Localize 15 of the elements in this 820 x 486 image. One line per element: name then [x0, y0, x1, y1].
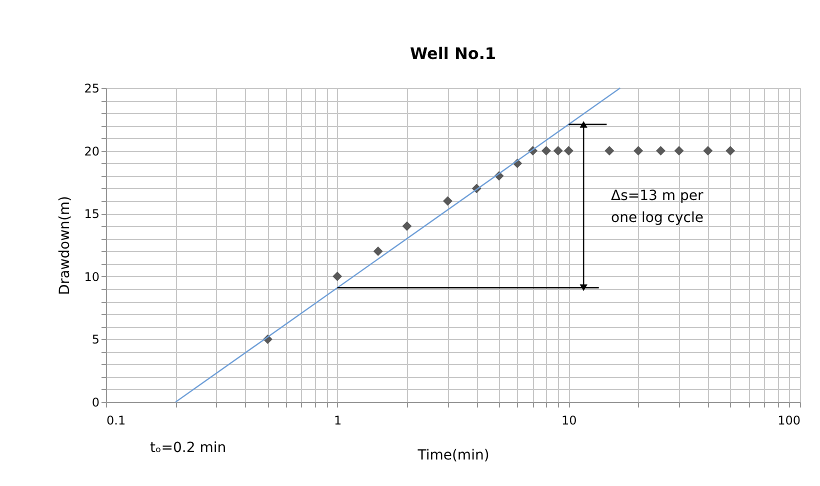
- y-tick-label: 15: [84, 207, 100, 222]
- x-tick-label: 1: [334, 414, 342, 428]
- y-tick-label: 10: [84, 270, 100, 284]
- x-tick-label: 0.1: [106, 414, 126, 428]
- chart-title: Well No.1: [410, 44, 496, 63]
- x-tick-label: 10: [562, 414, 577, 428]
- y-tick-label: 5: [92, 332, 100, 347]
- y-axis-title: Drawdown(m): [57, 196, 74, 295]
- x-tick-label: 100: [778, 414, 800, 428]
- text: tₒ=0.2 min: [150, 440, 226, 456]
- y-tick-label: 0: [92, 396, 100, 410]
- y-tick-label: 20: [84, 144, 100, 158]
- annotation: Δs=13 m per one log cycle: [611, 188, 704, 226]
- x-axis-title: Time(min): [416, 448, 490, 464]
- y-tick-label: 25: [84, 82, 100, 96]
